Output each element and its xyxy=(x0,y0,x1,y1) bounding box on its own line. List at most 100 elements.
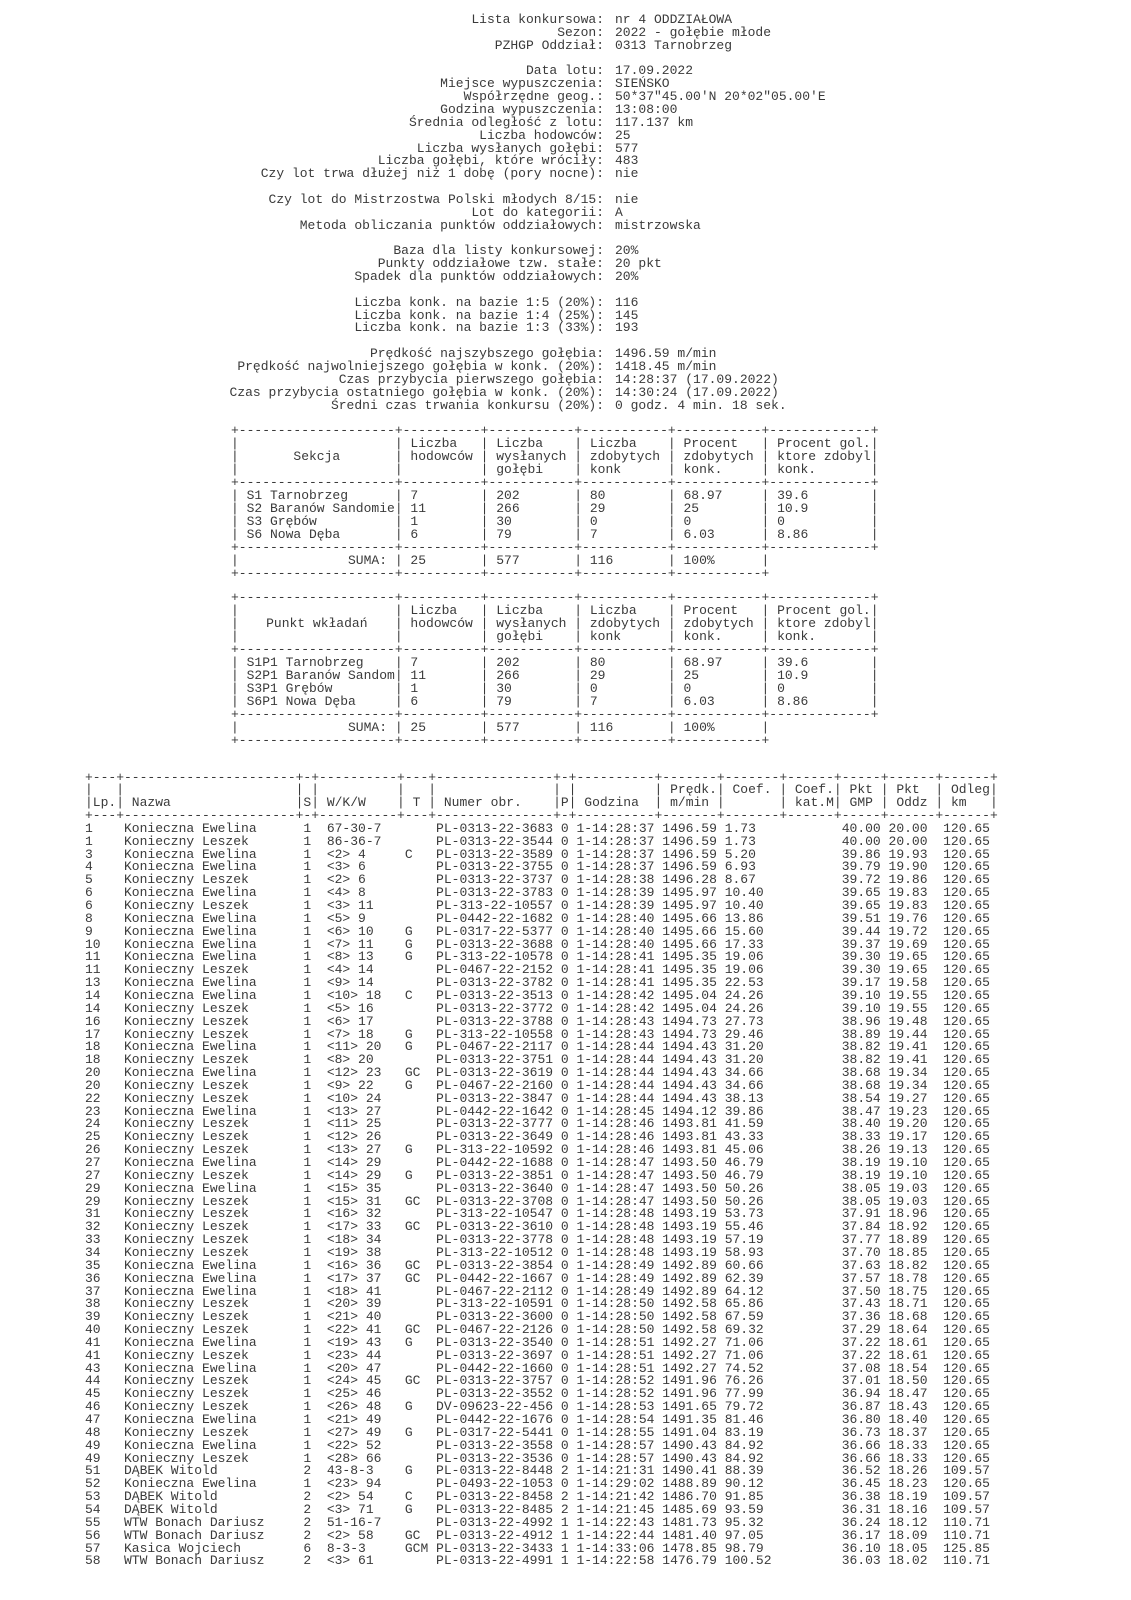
rank: 31 xyxy=(85,1206,101,1222)
coef: 24.26 xyxy=(724,1000,764,1016)
gmp-points: 36.24 xyxy=(841,1514,881,1530)
arrival-time: 1-14:28:57 xyxy=(576,1437,655,1453)
section: 1 xyxy=(303,1283,312,1299)
table-rule: | xyxy=(870,615,879,631)
gmp-points: 37.08 xyxy=(841,1360,881,1376)
table-rule: | xyxy=(394,719,403,735)
fancier-name: Konieczna Ewelina xyxy=(124,1334,257,1350)
table-rule: | xyxy=(231,461,239,477)
distance: 120.65 xyxy=(943,1283,990,1299)
gmp-points: 39.10 xyxy=(841,987,881,1003)
coef: 65.86 xyxy=(724,1296,764,1312)
ring-number: PL-0313-22-3782 xyxy=(436,975,554,991)
speed: 1493.81 xyxy=(662,1142,717,1158)
rank: 18 xyxy=(85,1052,101,1068)
distance: 120.65 xyxy=(943,1334,990,1350)
fancier-name: Konieczna Ewelina xyxy=(124,1155,257,1170)
oddz-points: 19.86 xyxy=(888,872,928,888)
table-rule: | xyxy=(394,526,403,542)
table-rule: | xyxy=(553,782,561,798)
oddz-points: 18.82 xyxy=(888,1257,928,1273)
table-rule: | xyxy=(870,513,879,529)
info-row: Współrzędne geog.: 50*37"45.00'N 20*02"05… xyxy=(0,90,1131,103)
fancier-name: Konieczny Leszek xyxy=(124,1116,249,1132)
fancier-name: DĄBEK Witold xyxy=(124,1501,218,1517)
rank: 20 xyxy=(85,1065,101,1081)
type: GC xyxy=(404,1527,421,1543)
rank: 35 xyxy=(85,1257,101,1273)
cell: 1 xyxy=(410,680,419,696)
distance: 120.65 xyxy=(943,1257,990,1273)
p: 0 xyxy=(560,923,569,939)
arrival-time: 1-14:28:51 xyxy=(576,1347,655,1363)
ring-number: PL-0442-22-1688 xyxy=(436,1155,554,1170)
section: 1 xyxy=(303,1437,312,1453)
gmp-points: 37.22 xyxy=(841,1334,881,1350)
info-row: Czy lot do Mistrzostwa Polski młodych 8/… xyxy=(0,193,1131,206)
table-rule: | xyxy=(480,602,489,618)
wkw: <2> 4 xyxy=(326,846,366,862)
oddz-points: 18.09 xyxy=(888,1527,928,1543)
wkw: <14> 29 xyxy=(326,1167,382,1183)
wkw: <12> 26 xyxy=(326,1129,382,1145)
coef: 10.40 xyxy=(724,885,764,901)
distance: 120.65 xyxy=(943,1296,990,1312)
arrival-time: 1-14:28:44 xyxy=(576,1065,655,1081)
section: 1 xyxy=(303,1103,312,1119)
oddz-points: 18.37 xyxy=(888,1424,928,1440)
coef: 17.33 xyxy=(724,936,764,952)
wkw: <23> 44 xyxy=(326,1347,382,1363)
speed: 1486.70 xyxy=(662,1489,717,1505)
type: GC xyxy=(404,1257,421,1273)
table-rule: | xyxy=(870,500,879,516)
info-value: 13:08:00 xyxy=(615,101,678,117)
distance: 110.71 xyxy=(943,1527,990,1543)
distance: 120.65 xyxy=(943,1013,990,1029)
section: 1 xyxy=(303,1347,312,1363)
distance: 120.65 xyxy=(943,936,990,952)
row-name: S1P1 Tarnobrzeg xyxy=(246,654,364,670)
fancier-name: Konieczny Leszek xyxy=(124,1013,249,1029)
table-rule: | xyxy=(761,552,770,568)
column-header: P xyxy=(560,795,569,811)
wkw: <2> 58 xyxy=(326,1527,374,1543)
table-border: +--------------------+----------+-------… xyxy=(231,641,879,657)
oddz-points: 19.10 xyxy=(888,1167,928,1183)
ring-number: PL-313-22-10578 xyxy=(436,949,554,965)
arrival-time: 1-14:28:47 xyxy=(576,1180,655,1196)
section: 1 xyxy=(303,1334,312,1350)
column-header: wysłanych xyxy=(496,615,567,631)
wkw: <2> 54 xyxy=(326,1489,374,1505)
oddz-points: 19.69 xyxy=(888,936,928,952)
table-rule: | xyxy=(394,680,403,696)
distance: 120.65 xyxy=(943,1000,990,1016)
table-rule: | xyxy=(231,693,239,709)
wkw: <15> 31 xyxy=(326,1193,382,1209)
p: 0 xyxy=(560,1360,569,1376)
coef: 24.26 xyxy=(724,987,764,1003)
oddz-points: 18.85 xyxy=(888,1244,928,1260)
distance: 120.65 xyxy=(943,846,990,862)
distance: 110.71 xyxy=(943,1514,990,1530)
arrival-time: 1-14:22:43 xyxy=(576,1514,655,1530)
coef: 97.05 xyxy=(724,1527,764,1543)
p: 0 xyxy=(560,833,569,849)
p: 0 xyxy=(560,1270,569,1286)
coef: 74.52 xyxy=(724,1360,764,1376)
ring-number: PL-0467-22-2117 xyxy=(436,1039,554,1055)
speed: 1496.28 xyxy=(662,872,717,888)
distance: 120.65 xyxy=(943,975,990,991)
table-rule: | xyxy=(667,615,676,631)
table-border: +--------------------+----------+-------… xyxy=(231,706,879,722)
rank: 45 xyxy=(85,1386,101,1402)
arrival-time: 1-14:28:53 xyxy=(576,1399,655,1415)
info-value: 117.137 km xyxy=(615,114,694,130)
cell: 6 xyxy=(410,693,419,709)
table-rule: | xyxy=(231,513,239,529)
oddz-points: 19.03 xyxy=(888,1180,928,1196)
section: 2 xyxy=(303,1501,312,1517)
info-value: mistrzowska xyxy=(615,217,701,233)
info-label: Data lotu: xyxy=(525,63,604,79)
column-header: Procent xyxy=(683,602,739,618)
section: 1 xyxy=(303,1000,312,1016)
